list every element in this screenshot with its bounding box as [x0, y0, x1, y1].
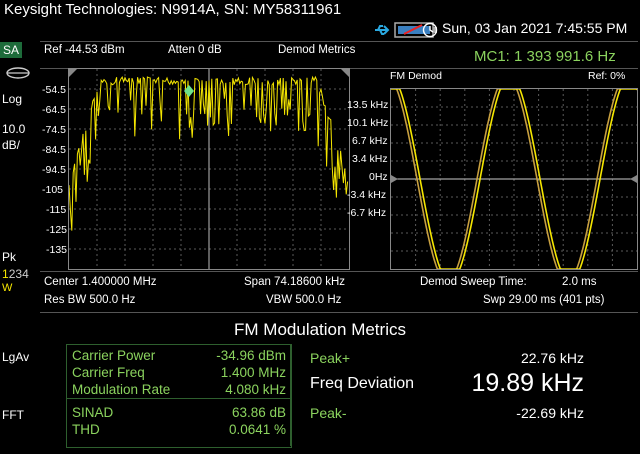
scale-value[interactable]: 10.0 — [2, 122, 26, 136]
carrier-power-label: Carrier Power — [72, 348, 156, 363]
vbw[interactable]: VBW 500.0 Hz — [266, 294, 342, 306]
demod-y-tick: 6.7 kHz — [352, 135, 388, 147]
peak-minus-label: Peak- — [310, 405, 347, 421]
thd-label: THD — [72, 422, 100, 437]
y-tick: -74.5 — [42, 124, 66, 136]
demod-graticule[interactable] — [390, 88, 638, 270]
mode-badge[interactable]: SA — [0, 42, 22, 58]
y-tick: -54.5 — [42, 84, 66, 96]
status-bar — [0, 19, 640, 41]
span[interactable]: Span 74.18600 kHz — [244, 276, 346, 288]
demod-y-tick: -3.4 kHz — [347, 189, 387, 201]
demod-title: FM Demod — [390, 70, 442, 82]
trace-3[interactable]: 3 — [15, 267, 23, 281]
usb-icon — [375, 25, 390, 35]
center-frequency[interactable]: Center 1.400000 MHz — [44, 276, 157, 288]
peak-plus-label: Peak+ — [310, 350, 351, 366]
trace-4[interactable]: 4 — [22, 267, 29, 281]
sweep-info: Swp 29.00 ms (401 pts) — [483, 294, 605, 306]
view-toggle-icon[interactable] — [4, 66, 32, 80]
peak-minus-value: -22.69 kHz — [516, 405, 584, 421]
scale-type[interactable]: Log — [2, 92, 23, 106]
battery-icon — [394, 22, 437, 38]
metrics-title: FM Modulation Metrics — [234, 320, 406, 339]
peak-plus-value: 22.76 kHz — [520, 350, 584, 366]
res-bw[interactable]: Res BW 500.0 Hz — [44, 294, 136, 306]
y-tick: -125 — [46, 224, 68, 236]
carrier-freq-label: Carrier Freq — [72, 365, 145, 380]
ref-level[interactable]: Ref -44.53 dBm — [44, 44, 125, 56]
trace-1[interactable]: 1 — [2, 267, 9, 281]
spectrum-plot — [68, 69, 349, 269]
scale-unit: dB/ — [2, 138, 21, 152]
trace-2[interactable]: 2 — [8, 267, 16, 281]
y-tick: -115 — [46, 204, 67, 216]
demod-plot — [391, 88, 638, 270]
metrics-left-box — [66, 344, 292, 448]
sweep-time-label: Demod Sweep Time: — [420, 276, 527, 288]
window-title: Keysight Technologies: N9914A, SN: MY583… — [4, 1, 342, 18]
sinad-value: 63.86 dB — [231, 405, 286, 420]
trace-mode: W — [2, 282, 13, 294]
demod-y-tick: 10.1 kHz — [347, 117, 389, 129]
average-type[interactable]: LgAv — [2, 350, 30, 364]
y-tick: -94.5 — [42, 164, 66, 176]
clock-icon — [422, 22, 438, 38]
carrier-freq-value: 1.400 MHz — [220, 365, 286, 380]
spectrum-trace — [68, 75, 349, 231]
demod-y-tick: 0Hz — [369, 171, 388, 183]
y-tick: -84.5 — [42, 144, 66, 156]
thd-value: 0.0641 % — [228, 422, 286, 437]
demod-ref: Ref: 0% — [588, 70, 626, 82]
mod-rate-value: 4.080 kHz — [225, 382, 286, 397]
y-tick: -105 — [42, 184, 64, 196]
freq-deviation-value: 19.89 kHz — [471, 369, 584, 397]
detector-label[interactable]: Pk — [2, 250, 17, 264]
sinad-label: SINAD — [72, 405, 114, 420]
y-tick: -64.5 — [42, 104, 66, 116]
carrier-power-value: -34.96 dBm — [216, 348, 286, 363]
title-bar — [0, 0, 640, 20]
mod-rate-label: Modulation Rate — [72, 382, 171, 397]
demod-y-tick: -6.7 kHz — [347, 207, 387, 219]
demod-y-tick: 13.5 kHz — [347, 99, 389, 111]
freq-deviation-label: Freq Deviation — [310, 375, 415, 392]
spectrum-graticule[interactable] — [68, 68, 350, 270]
sweep-time-value[interactable]: 2.0 ms — [562, 276, 597, 288]
marker-readout: MC1: 1 393 991.6 Hz — [474, 48, 616, 65]
y-tick: -135 — [46, 244, 68, 256]
demod-trace — [391, 88, 637, 270]
metrics-separator — [66, 398, 290, 399]
bottom-info-bar — [40, 271, 638, 313]
fft-label[interactable]: FFT — [2, 408, 24, 422]
attenuation[interactable]: Atten 0 dB — [168, 44, 222, 56]
date-time: Sun, 03 Jan 2021 7:45:55 PM — [442, 20, 628, 36]
trace-numbers[interactable]: 1234 — [2, 267, 29, 281]
metrics-divider — [290, 344, 291, 446]
demod-y-tick: 3.4 kHz — [352, 153, 388, 165]
measurement-name: Demod Metrics — [278, 44, 356, 56]
marker-diamond[interactable] — [184, 85, 194, 97]
left-panel — [0, 41, 38, 454]
